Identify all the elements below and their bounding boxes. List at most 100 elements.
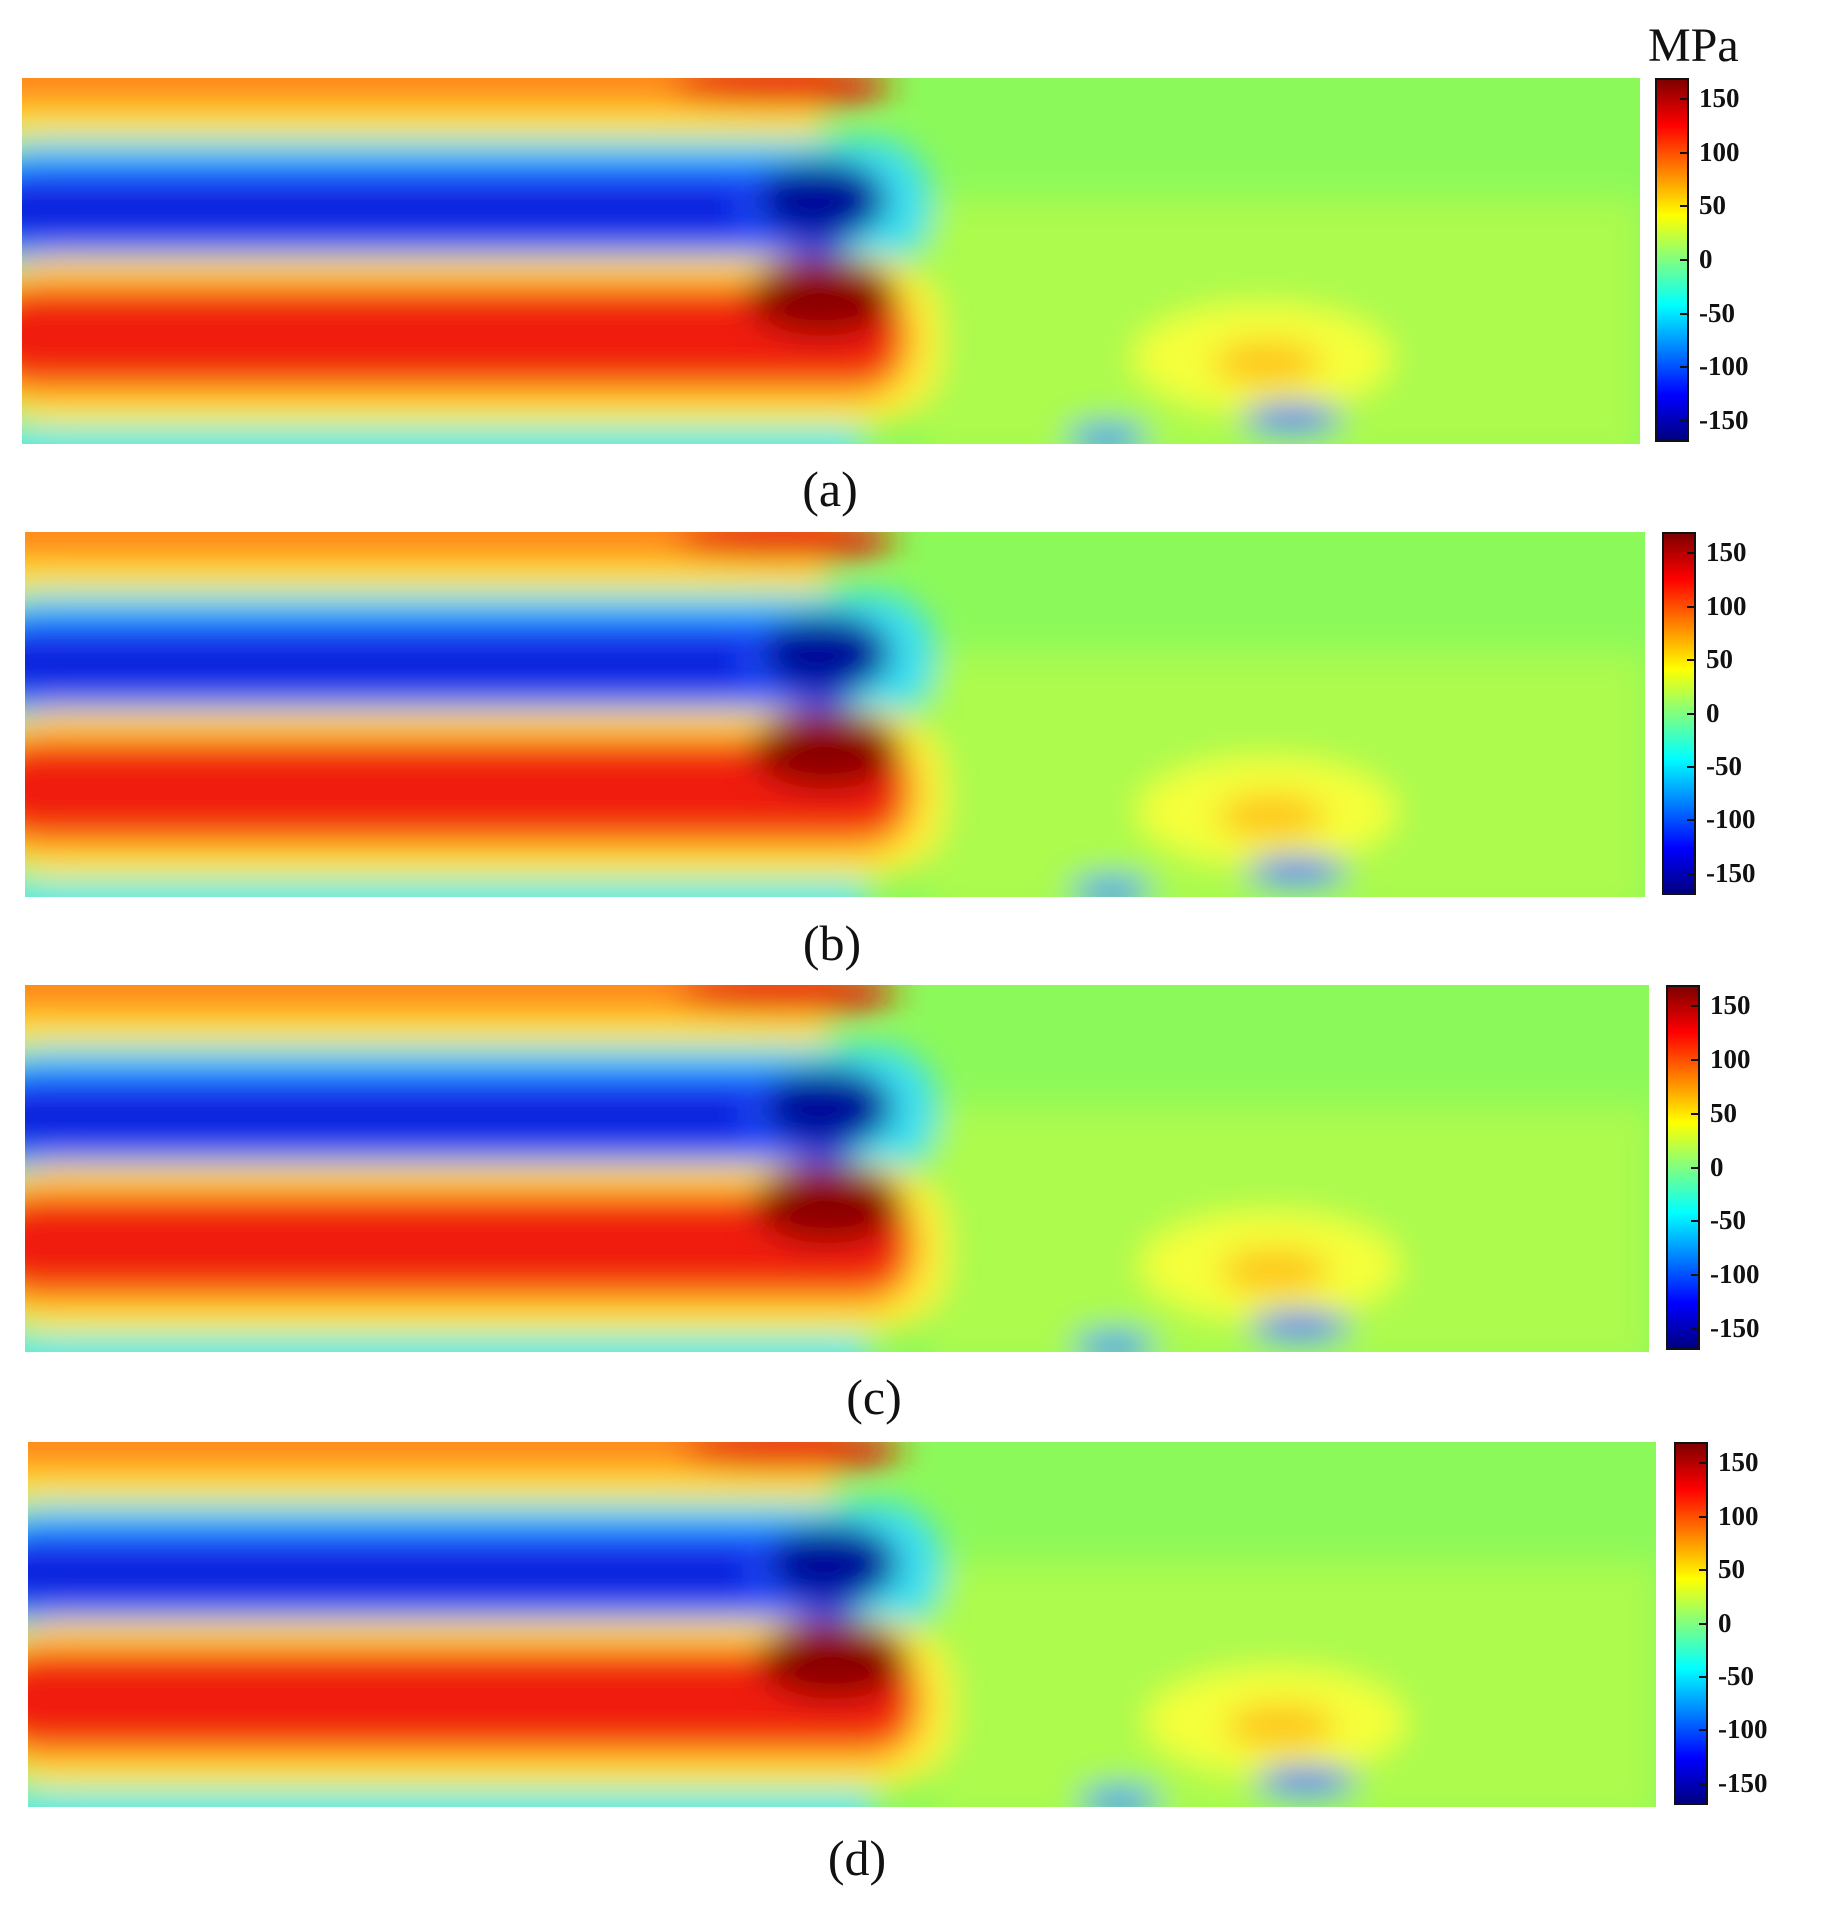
panel-caption: (d) bbox=[827, 1830, 887, 1886]
colorbar-tick-label: -150 bbox=[1699, 404, 1749, 435]
colorbar-tick-label: -50 bbox=[1710, 1205, 1746, 1236]
colorbar-tick-label: 50 bbox=[1706, 644, 1733, 675]
colorbar-tick-label: -100 bbox=[1699, 351, 1749, 382]
colorbar-tick-label: 50 bbox=[1710, 1097, 1737, 1128]
colorbar-tick-mark bbox=[1687, 659, 1694, 662]
field-red-band bbox=[22, 290, 902, 382]
colorbar-tick-label: 150 bbox=[1706, 537, 1747, 568]
stress-contour-map bbox=[28, 1442, 1656, 1807]
colorbar-tick-label: 150 bbox=[1699, 83, 1740, 114]
field-red-peak bbox=[757, 1619, 909, 1700]
field-blue-peak bbox=[757, 160, 887, 240]
colorbar-tick-label: -50 bbox=[1718, 1660, 1754, 1691]
colorbar-tick-label: 150 bbox=[1718, 1447, 1759, 1478]
field-orange-spot bbox=[1219, 1248, 1330, 1293]
field-red-band bbox=[25, 743, 907, 836]
field-blue-spot-1 bbox=[1073, 1331, 1155, 1352]
colorbar-tick-mark bbox=[1691, 1273, 1698, 1276]
colorbar-tick-mark bbox=[1699, 1782, 1706, 1785]
colorbar-tick-mark bbox=[1699, 1515, 1706, 1518]
colorbar-tick-label: 150 bbox=[1710, 990, 1751, 1021]
field-blue-spot-1 bbox=[1071, 877, 1152, 897]
colorbar-tick-label: -50 bbox=[1699, 297, 1735, 328]
field-bottom-cyan bbox=[22, 428, 862, 444]
field-bottom-cyan bbox=[28, 1791, 874, 1807]
colorbar-tick-mark bbox=[1699, 1675, 1706, 1678]
field-orange-spot bbox=[1225, 1704, 1337, 1749]
field-blue-peak bbox=[767, 1523, 899, 1604]
colorbar-tick-mark bbox=[1687, 712, 1694, 715]
colorbar-tick-label: 0 bbox=[1706, 697, 1720, 728]
field-top-hot-spot bbox=[682, 1442, 904, 1472]
colorbar-tick-mark bbox=[1699, 1622, 1706, 1625]
colorbar-tick-mark bbox=[1680, 205, 1687, 208]
colorbar-tick-label: -150 bbox=[1710, 1312, 1760, 1343]
field-blue-core bbox=[25, 641, 746, 684]
field-red-band bbox=[25, 1197, 909, 1290]
colorbar-tick-mark bbox=[1691, 1327, 1698, 1330]
colorbar-tick-mark bbox=[1691, 1220, 1698, 1223]
field-top-yellow bbox=[28, 1471, 833, 1502]
field-top-yellow bbox=[25, 1015, 828, 1046]
colorbar-tick-mark bbox=[1680, 151, 1687, 154]
colorbar-tick-mark bbox=[1687, 819, 1694, 822]
field-top-hot-spot bbox=[677, 985, 899, 1016]
field-top-yellow bbox=[25, 561, 826, 592]
colorbar-tick-label: -150 bbox=[1718, 1767, 1768, 1798]
field-red-peak bbox=[752, 1163, 904, 1244]
colorbar-tick-mark bbox=[1680, 259, 1687, 261]
colorbar-tick-mark bbox=[1699, 1729, 1706, 1732]
colorbar-tick-label: -50 bbox=[1706, 750, 1742, 781]
colorbar-tick-label: 100 bbox=[1710, 1044, 1751, 1075]
field-red-peak bbox=[747, 256, 897, 336]
field-bottom-cyan bbox=[25, 1335, 869, 1352]
field-blue-core bbox=[22, 188, 742, 230]
colorbar-tick-label: 100 bbox=[1699, 136, 1740, 167]
colorbar-tick-mark bbox=[1691, 1112, 1698, 1115]
field-blue-core bbox=[25, 1095, 748, 1138]
field-orange-spot bbox=[1212, 341, 1322, 385]
colorbar-tick-mark bbox=[1691, 1005, 1698, 1008]
colorbar-tick-label: 0 bbox=[1699, 244, 1713, 274]
colorbar-tick-mark bbox=[1691, 1166, 1698, 1169]
colorbar-tick-mark bbox=[1680, 419, 1687, 422]
field-blue-spot-2 bbox=[1246, 857, 1347, 886]
colorbar-tick-label: -150 bbox=[1706, 857, 1756, 888]
stress-contour-map bbox=[25, 532, 1645, 897]
colorbar-tick-label: -100 bbox=[1718, 1714, 1768, 1745]
colorbar-tick-label: -100 bbox=[1710, 1258, 1760, 1289]
field-blue-spot-1 bbox=[1079, 1787, 1160, 1807]
stress-contour-map bbox=[22, 78, 1640, 444]
colorbar-tick-label: 100 bbox=[1706, 590, 1747, 621]
panel-caption: (a) bbox=[802, 461, 858, 517]
panel-caption: (b) bbox=[802, 915, 862, 971]
colorbar-tick-label: 0 bbox=[1718, 1607, 1732, 1638]
field-top-hot-spot bbox=[672, 78, 892, 108]
colorbar-tick-mark bbox=[1687, 765, 1694, 768]
field-blue-peak bbox=[760, 613, 892, 694]
stress-contour-map bbox=[25, 985, 1649, 1352]
colorbar-tick-label: 100 bbox=[1718, 1500, 1759, 1531]
colorbar-tick-mark bbox=[1680, 98, 1687, 101]
field-blue-core bbox=[28, 1551, 753, 1594]
colorbar-tick-mark bbox=[1699, 1462, 1706, 1465]
field-orange-spot bbox=[1216, 794, 1327, 839]
field-blue-spot-2 bbox=[1242, 404, 1342, 432]
colorbar-tick-label: -100 bbox=[1706, 804, 1756, 835]
colorbar-tick-mark bbox=[1687, 605, 1694, 608]
field-top-hot-spot bbox=[675, 532, 897, 562]
colorbar-tick-mark bbox=[1687, 872, 1694, 875]
field-red-peak bbox=[750, 709, 902, 790]
panel-caption: (c) bbox=[846, 1369, 902, 1425]
colorbar-tick-label: 50 bbox=[1718, 1554, 1745, 1585]
field-blue-spot-2 bbox=[1249, 1311, 1350, 1340]
field-blue-peak bbox=[762, 1067, 894, 1148]
field-red-band bbox=[28, 1653, 914, 1746]
field-blue-spot-1 bbox=[1067, 424, 1147, 444]
colorbar-unit-label: MPa bbox=[1648, 19, 1739, 72]
colorbar-tick-label: 50 bbox=[1699, 190, 1726, 221]
colorbar-tick-mark bbox=[1699, 1569, 1706, 1572]
field-bottom-cyan bbox=[25, 881, 867, 897]
colorbar-tick-label: 0 bbox=[1710, 1151, 1724, 1182]
colorbar-tick-mark bbox=[1680, 312, 1687, 315]
